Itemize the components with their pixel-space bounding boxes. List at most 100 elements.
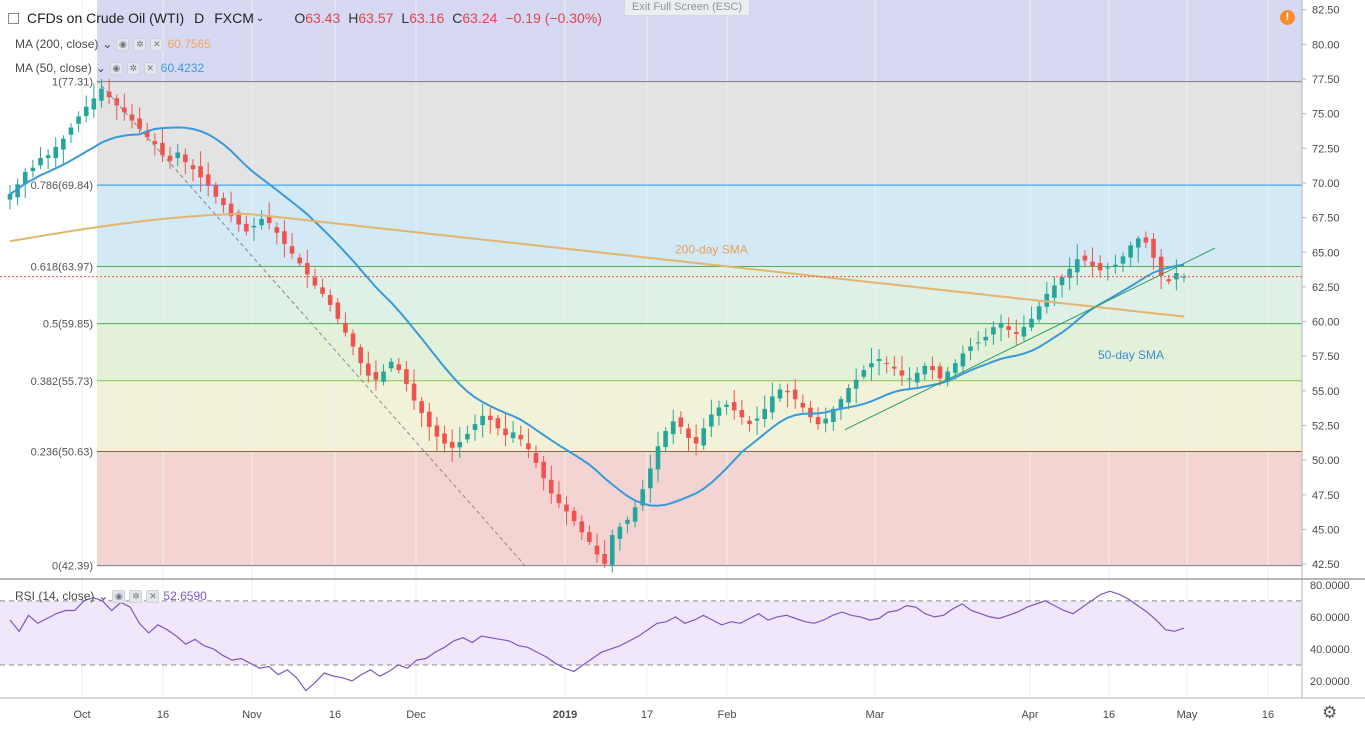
annotation-50-sma: 50-day SMA <box>1098 348 1164 362</box>
rsi-line <box>9 590 1185 692</box>
candle <box>297 257 302 264</box>
candle <box>655 446 661 470</box>
candle <box>594 545 600 555</box>
ma50-line <box>9 126 1185 507</box>
high-label: H <box>348 10 359 26</box>
y-tick-label: 52.50 <box>1312 421 1340 433</box>
y-tick-label: 60.00 <box>1312 317 1340 329</box>
candle <box>869 363 874 368</box>
candle <box>327 295 333 305</box>
candle <box>45 155 51 159</box>
collapse-icon[interactable] <box>8 12 19 24</box>
eye-icon[interactable]: ◉ <box>109 61 123 75</box>
eye-icon[interactable]: ◉ <box>112 589 126 603</box>
x-tick-label: 16 <box>1103 709 1115 721</box>
candle <box>1044 293 1050 307</box>
candle <box>53 146 59 159</box>
candle <box>838 399 844 410</box>
rsi-legend[interactable]: RSI (14, close) ⌄ ◉ ✲ ✕ 52.6590 <box>15 589 207 603</box>
candle <box>1074 259 1080 273</box>
candle <box>167 155 173 161</box>
close-icon[interactable]: ✕ <box>150 37 164 51</box>
candle <box>213 185 219 197</box>
y-tick-label: 45.00 <box>1312 524 1340 536</box>
candle <box>335 302 341 319</box>
symbol-name[interactable]: CFDs on Crude Oil (WTI) <box>27 10 185 26</box>
candle <box>648 468 653 489</box>
fib-band <box>97 81 1302 186</box>
candle <box>282 231 287 244</box>
ma50-legend[interactable]: MA (50, close) ⌄ ◉ ✲ ✕ 60.4232 <box>15 61 204 75</box>
candle <box>160 142 165 156</box>
candle <box>815 417 821 425</box>
fib-band <box>97 185 1302 267</box>
ma200-line <box>9 212 1185 318</box>
moving-averages <box>9 126 1185 507</box>
candle <box>1052 285 1057 298</box>
fib-label: 0.236(50.63) <box>31 446 93 458</box>
candle <box>76 116 81 124</box>
candle <box>442 433 447 444</box>
candle <box>274 227 280 233</box>
candle <box>472 424 478 430</box>
rsi-pane <box>0 590 1302 692</box>
rsi-tick-label: 40.0000 <box>1310 644 1350 656</box>
fib-band <box>97 266 1302 324</box>
interval-label[interactable]: D <box>194 10 205 26</box>
broker-label[interactable]: FXCM <box>214 10 254 26</box>
ma200-legend[interactable]: MA (200, close) ⌄ ◉ ✲ ✕ 60.7565 <box>15 37 211 51</box>
candle <box>221 198 226 206</box>
close-icon[interactable]: ✕ <box>146 589 160 603</box>
candle <box>808 407 813 418</box>
eye-icon[interactable]: ◉ <box>116 37 130 51</box>
candle <box>892 366 897 369</box>
candle <box>175 152 181 158</box>
x-tick-label: Apr <box>1021 709 1038 721</box>
candle <box>205 174 211 186</box>
y-tick-label: 72.50 <box>1312 143 1340 155</box>
candle <box>449 441 455 448</box>
close-icon[interactable]: ✕ <box>143 61 157 75</box>
fibonacci-bands <box>97 0 1302 566</box>
candle <box>503 428 508 436</box>
candle <box>343 322 348 333</box>
candle <box>1082 255 1088 261</box>
x-tick-label: Oct <box>73 709 90 721</box>
y-tick-label: 47.50 <box>1312 490 1340 502</box>
candle <box>137 118 142 129</box>
fib-label: 0.786(69.84) <box>31 180 93 192</box>
low-value: 63.16 <box>409 10 445 26</box>
chart-labels: 1(77.31) 0.786(69.84) 0.618(63.97) 0.5(59.8… <box>31 77 1164 573</box>
gear-icon[interactable]: ✲ <box>133 37 147 51</box>
fib-band <box>97 380 1302 452</box>
exit-fullscreen-button[interactable]: Exit Full Screen (ESC) <box>624 0 750 16</box>
candle <box>1090 261 1095 267</box>
settings-gear-icon[interactable]: ⚙ <box>1322 703 1338 722</box>
fib-band <box>97 323 1302 381</box>
chevron-down-icon[interactable]: ⌄ <box>102 37 113 51</box>
x-tick-label: 16 <box>1262 709 1274 721</box>
fib-label: 0.5(59.85) <box>43 319 93 331</box>
x-tick-label: Dec <box>406 709 426 721</box>
candle <box>38 158 43 166</box>
ma50-value: 60.4232 <box>160 61 205 75</box>
alert-icon[interactable]: ! <box>1280 10 1295 25</box>
candle <box>1128 245 1133 258</box>
candle <box>785 390 790 393</box>
candle <box>1135 238 1141 248</box>
candle <box>831 408 836 422</box>
candle <box>129 114 135 121</box>
chevron-down-icon[interactable]: ⌄ <box>95 61 106 75</box>
gear-icon[interactable]: ✲ <box>126 61 140 75</box>
chevron-down-icon[interactable]: ⌄ <box>255 12 265 24</box>
candle <box>533 452 539 463</box>
candle <box>587 532 592 542</box>
rsi-tick-label: 80.0000 <box>1310 580 1350 592</box>
candle <box>617 526 623 539</box>
chevron-down-icon[interactable]: ⌄ <box>98 589 109 603</box>
gear-icon[interactable]: ✲ <box>129 589 143 603</box>
candle <box>1006 326 1011 330</box>
candle <box>739 410 745 418</box>
y-tick-label: 62.50 <box>1312 282 1340 294</box>
